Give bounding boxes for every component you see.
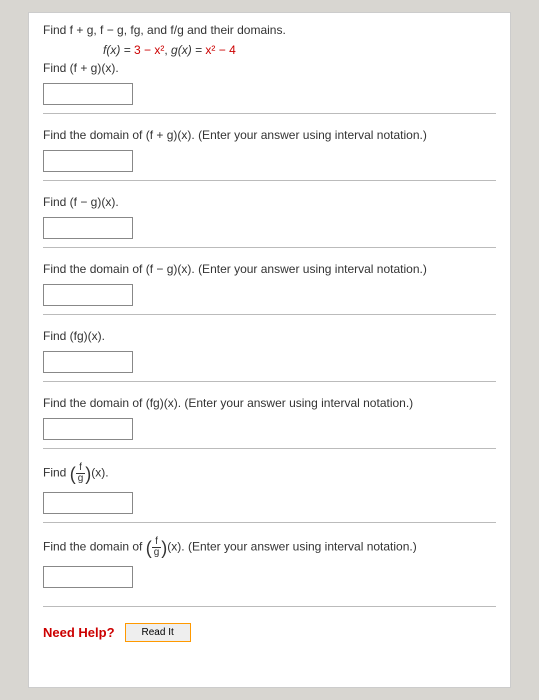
q8-fraction: (fg) — [146, 537, 168, 558]
q2-prompt: Find the domain of (f + g)(x). (Enter yo… — [43, 128, 496, 142]
fx-label: f(x) = — [103, 43, 134, 57]
q4-input[interactable] — [43, 284, 133, 306]
q7-fraction: (fg) — [70, 463, 92, 484]
intro-text: Find f + g, f − g, fg, and f/g and their… — [43, 23, 496, 37]
q8-section: Find the domain of (fg)(x). (Enter your … — [43, 522, 496, 596]
q2-section: Find the domain of (f + g)(x). (Enter yo… — [43, 113, 496, 180]
read-it-button[interactable]: Read It — [125, 623, 191, 642]
q8-prefix: Find the domain of — [43, 540, 146, 554]
q8-suffix: (x). (Enter your answer using interval n… — [167, 540, 416, 554]
gx-label: g(x) = — [171, 43, 205, 57]
q5-input[interactable] — [43, 351, 133, 373]
gx-value: x² − 4 — [205, 43, 235, 57]
q1-input[interactable] — [43, 83, 133, 105]
q6-prompt: Find the domain of (fg)(x). (Enter your … — [43, 396, 496, 410]
function-definitions: f(x) = 3 − x², g(x) = x² − 4 — [103, 43, 496, 57]
q4-prompt: Find the domain of (f − g)(x). (Enter yo… — [43, 262, 496, 276]
q8-prompt: Find the domain of (fg)(x). (Enter your … — [43, 537, 496, 558]
q8-input[interactable] — [43, 566, 133, 588]
q1-prompt: Find (f + g)(x). — [43, 61, 496, 75]
q4-section: Find the domain of (f − g)(x). (Enter yo… — [43, 247, 496, 314]
q8-frac-bot: g — [152, 548, 162, 558]
q7-prompt: Find (fg)(x). — [43, 463, 496, 484]
q7-prefix: Find — [43, 466, 70, 480]
q7-section: Find (fg)(x). — [43, 448, 496, 522]
q6-section: Find the domain of (fg)(x). (Enter your … — [43, 381, 496, 448]
q3-input[interactable] — [43, 217, 133, 239]
problem-header: Find f + g, f − g, fg, and f/g and their… — [43, 23, 496, 113]
q7-input[interactable] — [43, 492, 133, 514]
fx-value: 3 − x² — [134, 43, 164, 57]
q7-frac-bot: g — [76, 474, 86, 484]
q3-section: Find (f − g)(x). — [43, 180, 496, 247]
q5-section: Find (fg)(x). — [43, 314, 496, 381]
help-row: Need Help? Read It — [43, 606, 496, 642]
question-container: Find f + g, f − g, fg, and f/g and their… — [28, 12, 511, 688]
q5-prompt: Find (fg)(x). — [43, 329, 496, 343]
need-help-label: Need Help? — [43, 625, 115, 640]
q2-input[interactable] — [43, 150, 133, 172]
q3-prompt: Find (f − g)(x). — [43, 195, 496, 209]
q6-input[interactable] — [43, 418, 133, 440]
q7-suffix: (x). — [91, 466, 108, 480]
